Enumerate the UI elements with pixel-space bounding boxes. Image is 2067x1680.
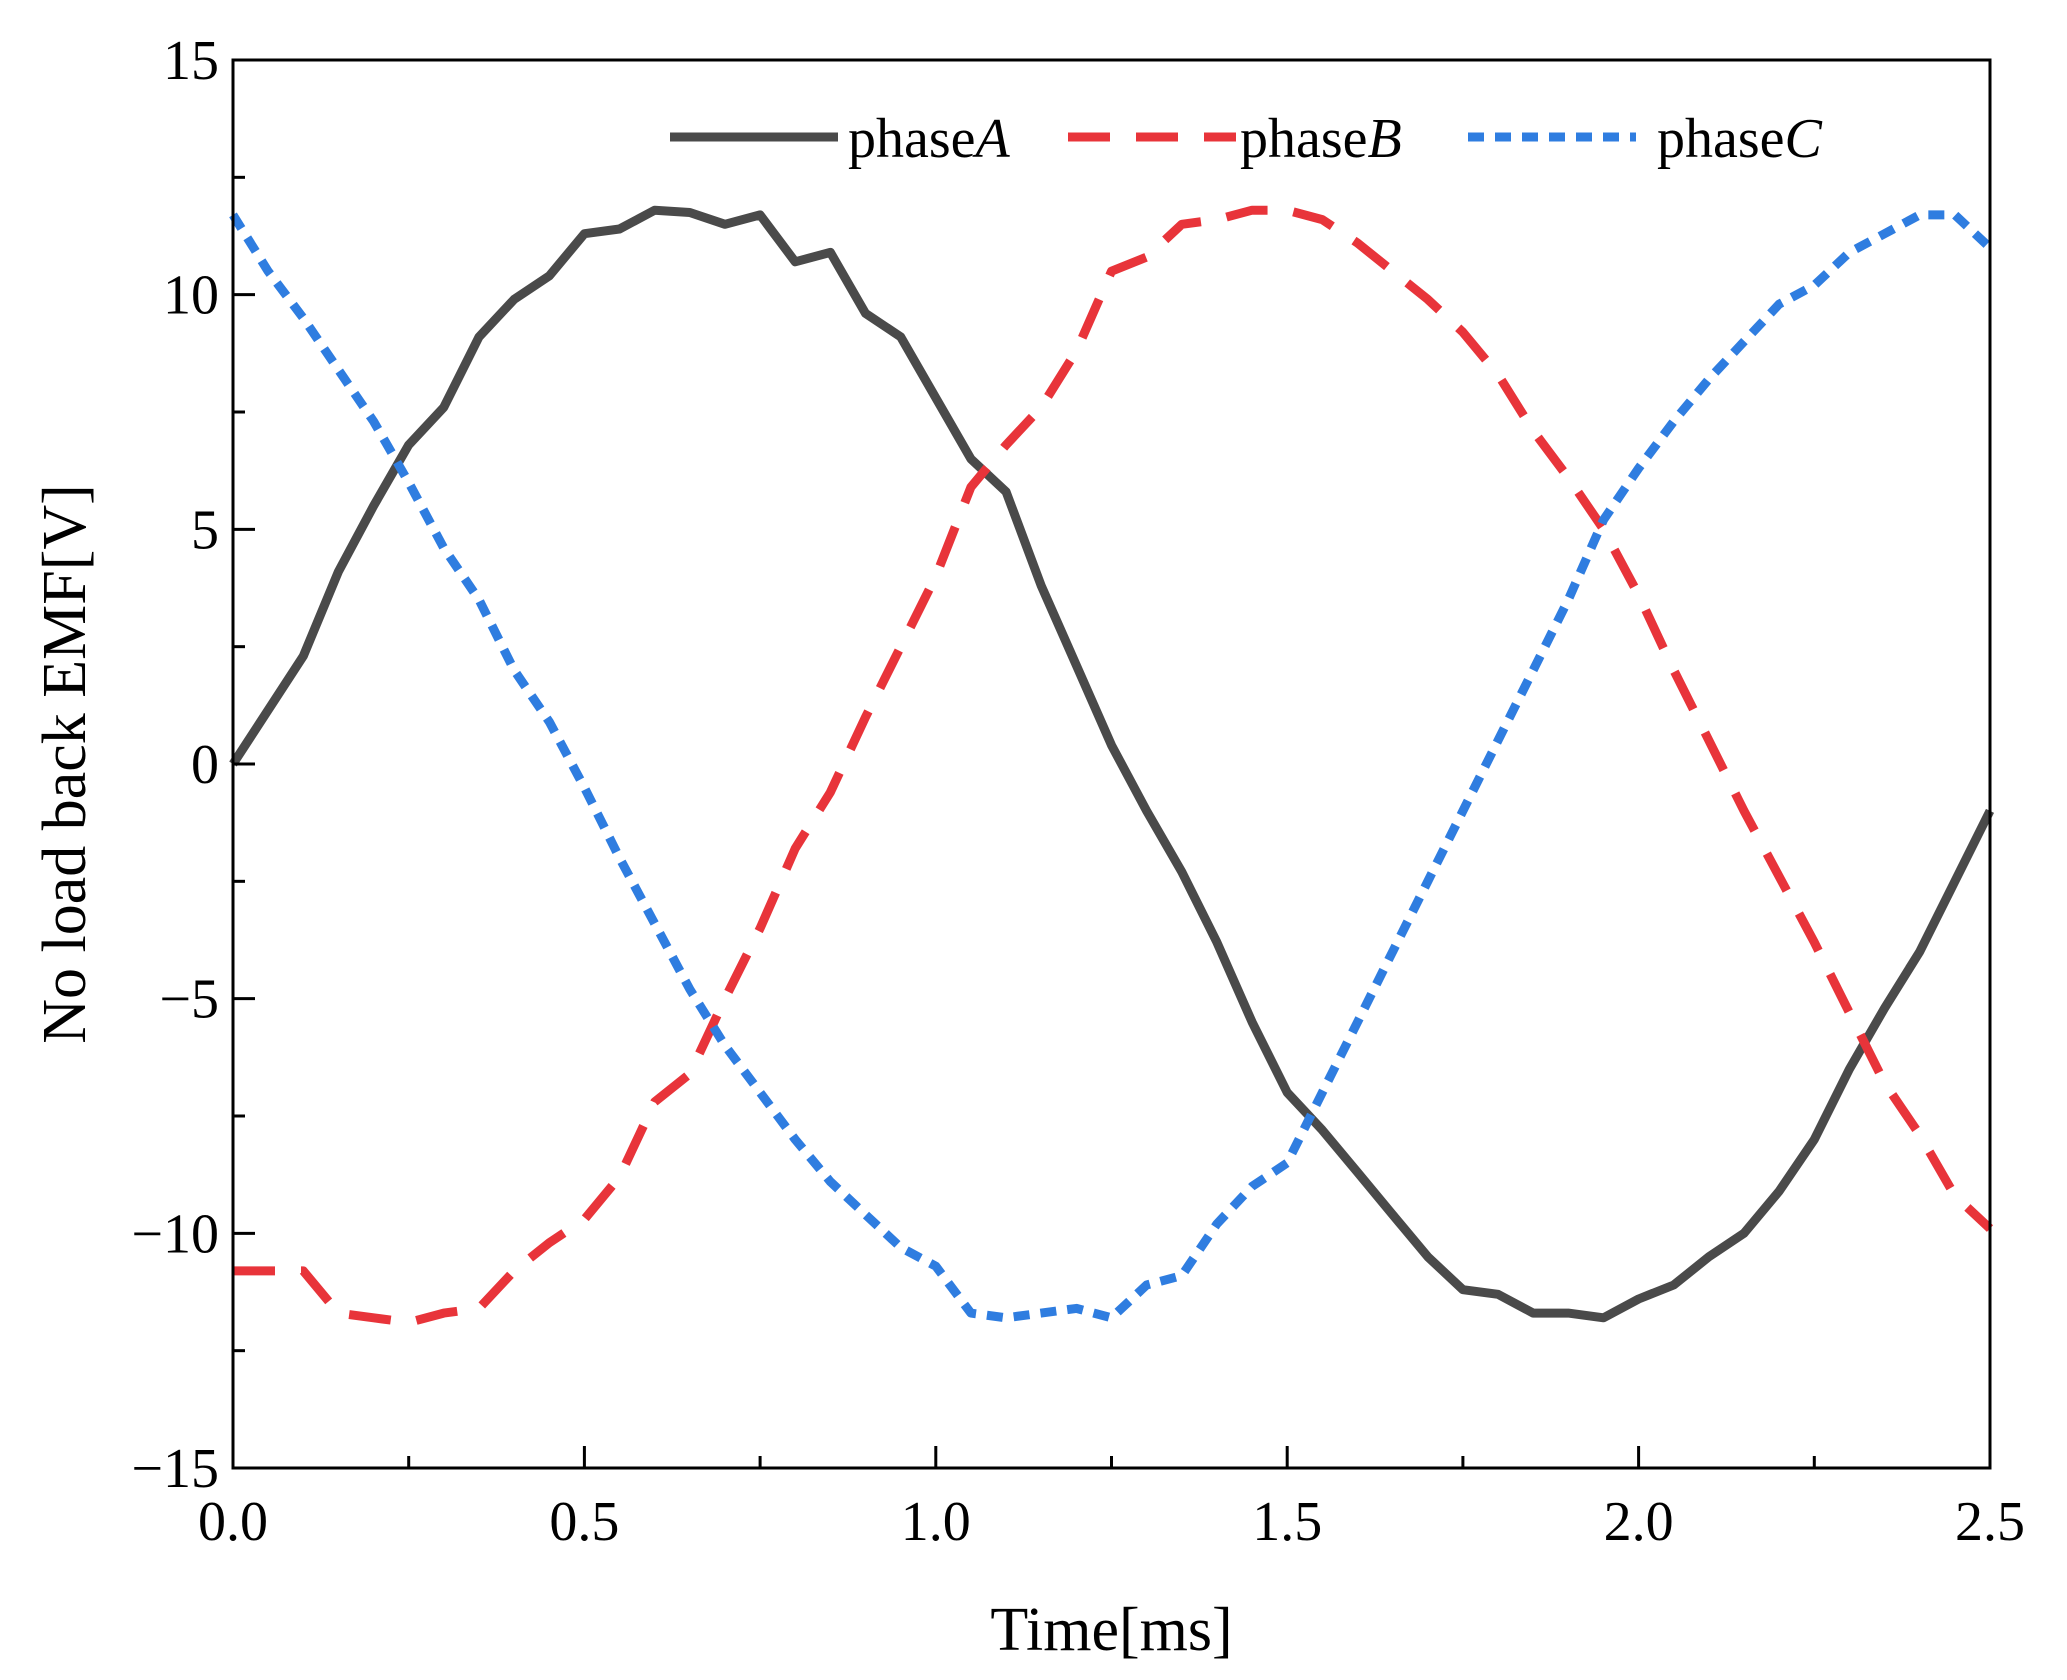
x-tick-label: 2.5: [1955, 1491, 2025, 1553]
y-tick-label: 5: [191, 499, 219, 561]
legend-label-phaseA: phaseA: [848, 108, 1011, 170]
ticks-layer: 0.0 0.5 1.0 1.5 2.0 2.5 −15 −10 −5 0 5 10 15: [131, 30, 2025, 1553]
y-tick-label: 15: [163, 30, 219, 92]
series-line-phaseB: [233, 205, 1994, 1327]
series-line-phaseA: [229, 205, 1995, 1323]
series-layer: [229, 205, 1995, 1327]
legend-label-phaseB: phaseB: [1240, 108, 1402, 170]
y-axis-title: No load back EMF[V]: [31, 484, 99, 1044]
legend: phaseA phaseB phaseC: [670, 108, 1823, 170]
legend-label-phaseC: phaseC: [1657, 108, 1823, 170]
x-tick-label: 0.5: [549, 1491, 619, 1553]
x-axis-title: Time[ms]: [990, 1596, 1232, 1664]
x-tick-label: 0.0: [198, 1491, 268, 1553]
y-tick-label: 0: [191, 734, 219, 796]
y-tick-label: −15: [131, 1438, 219, 1500]
y-tick-label: 10: [163, 265, 219, 327]
y-tick-label: −10: [131, 1203, 219, 1265]
x-tick-label: 1.0: [901, 1491, 971, 1553]
x-tick-label: 2.0: [1604, 1491, 1674, 1553]
x-tick-label: 1.5: [1252, 1491, 1322, 1553]
y-tick-label: −5: [159, 969, 219, 1031]
